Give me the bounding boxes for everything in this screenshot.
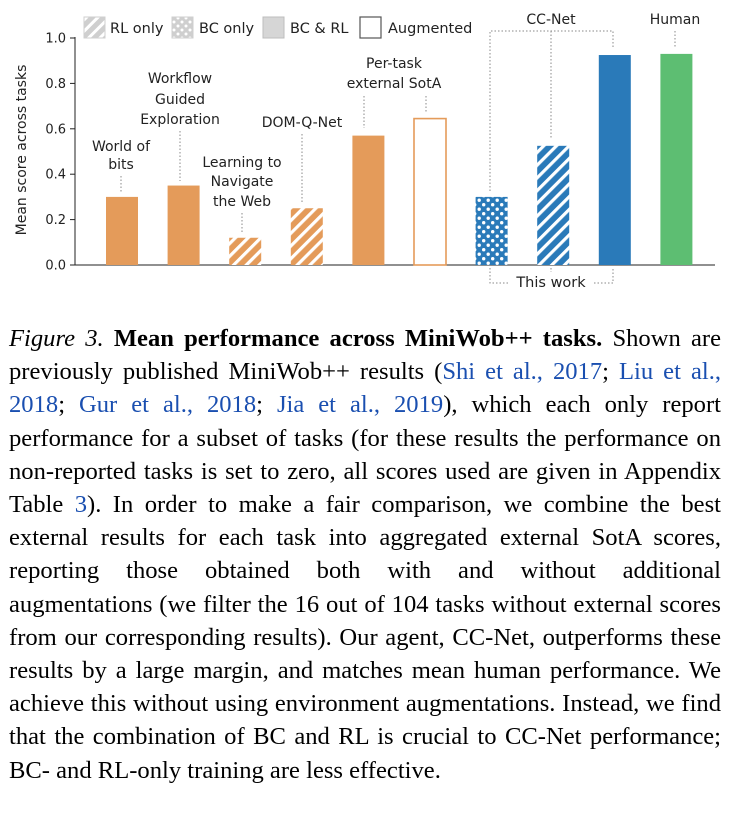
caption-text-5: ), which each only report performance fo… <box>9 391 722 519</box>
caption-title: Mean performance across MiniWob++ tasks. <box>113 325 603 352</box>
label-workflow-1: Workflow <box>148 71 212 87</box>
legend-label-bc-rl: BC & RL <box>290 21 349 37</box>
label-per-task-1: Per-task <box>366 56 423 72</box>
caption-text-1: Shown are previously published MiniWob++… <box>9 325 721 386</box>
legend-label-rl-only: RL only <box>110 21 164 37</box>
legend-swatch-bc-rl <box>262 16 285 39</box>
label-human: Human <box>650 12 701 28</box>
label-learning-1: Learning to <box>202 155 281 171</box>
bracket-this-work-right <box>594 268 614 284</box>
label-workflow-3: Exploration <box>140 112 220 128</box>
annotations: World of bits Workflow Guided Exploratio… <box>92 12 700 291</box>
y-tick-label: 0.8 <box>45 77 66 92</box>
caption-text-4: ; <box>256 391 277 419</box>
label-per-task-2: external SotA <box>347 76 442 92</box>
legend-label-bc-only: BC only <box>199 21 255 37</box>
legend-swatch-rl-only <box>83 16 106 39</box>
bar-1 <box>167 185 200 265</box>
bar-0 <box>106 196 138 265</box>
bar-6 <box>475 196 508 265</box>
bar-5 <box>413 117 447 266</box>
caption-text-2: ; <box>602 358 620 386</box>
y-tick-label: 0.0 <box>45 259 66 274</box>
citation-jia-2019[interactable]: Jia et al., 2019 <box>276 391 444 419</box>
bar-9 <box>660 53 693 265</box>
figure-caption: Figure 3. Mean performance across MiniWo… <box>9 322 721 787</box>
caption-text-6: ). In order to make a fair comparison, w… <box>9 491 721 784</box>
legend-swatch-augmented <box>359 16 382 39</box>
bracket-this-work <box>489 268 508 284</box>
label-learning-3: the Web <box>213 194 271 210</box>
label-world-of-bits-1: World of <box>92 139 151 155</box>
label-world-of-bits-2: bits <box>108 157 134 173</box>
label-workflow-2: Guided <box>155 92 205 108</box>
legend-swatch-bc-only <box>171 16 194 39</box>
bar-3 <box>290 208 323 265</box>
y-tick-label: 0.4 <box>45 168 66 183</box>
label-domq: DOM-Q-Net <box>262 115 343 131</box>
citation-shi-2017[interactable]: Shi et al., 2017 <box>442 358 603 386</box>
y-axis-label: Mean score across tasks <box>14 65 30 236</box>
y-tick-label: 0.2 <box>45 213 66 228</box>
label-learning-2: Navigate <box>211 174 274 190</box>
caption-figure-label: Figure 3. <box>9 325 104 352</box>
bar-4 <box>352 135 385 265</box>
label-cc-net: CC-Net <box>526 12 576 28</box>
bar-2 <box>229 237 262 265</box>
bar-8 <box>598 55 631 266</box>
appendix-table-link[interactable]: 3 <box>74 491 88 519</box>
legend: RL only BC only BC & RL Augmented <box>83 16 472 39</box>
y-tick-label: 0.6 <box>45 122 66 137</box>
label-this-work: This work <box>515 275 586 291</box>
y-tick-label: 1.0 <box>45 32 66 47</box>
figure-chart: Mean score across tasks 0.0 0.2 0.4 0.6 0.8 1… <box>0 0 732 300</box>
citation-gur-2018[interactable]: Gur et al., 2018 <box>79 391 257 419</box>
legend-label-augmented: Augmented <box>388 21 472 37</box>
citation-liu-2018[interactable]: Liu et al., 2018 <box>9 358 721 419</box>
caption-text-3: ; <box>58 391 79 419</box>
bar-7 <box>537 145 570 265</box>
bar-chart: Mean score across tasks 0.0 0.2 0.4 0.6 0.8 1… <box>14 12 715 291</box>
